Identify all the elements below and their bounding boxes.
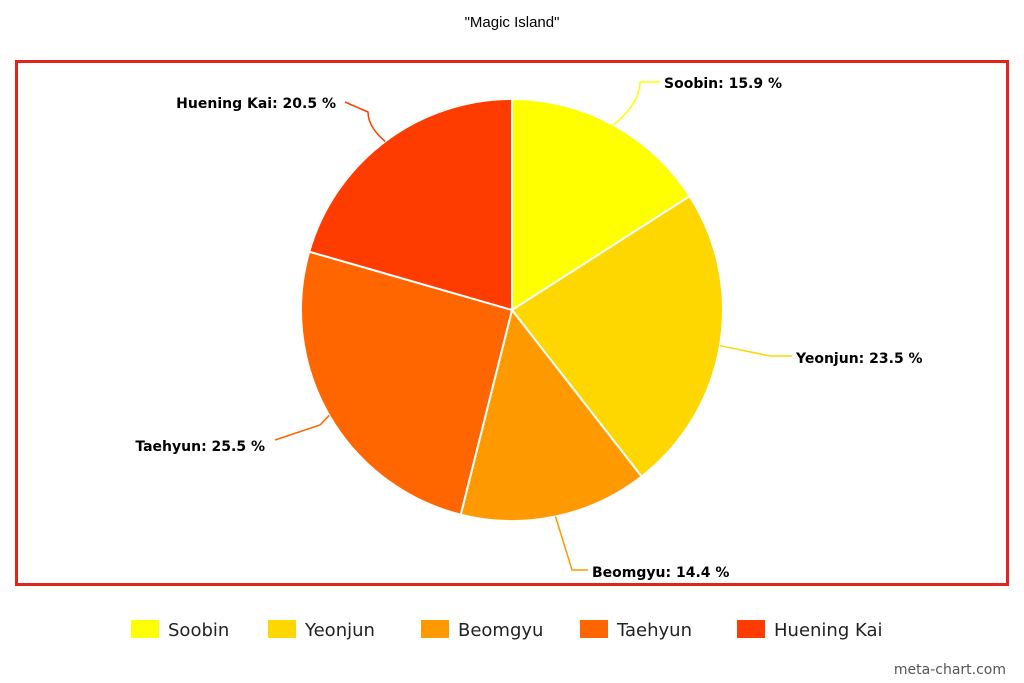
credit-text: meta-chart.com (894, 662, 1006, 678)
legend-swatch-soobin (131, 620, 159, 638)
legend-item-yeonjun: Yeonjun (268, 620, 375, 641)
legend-swatch-beomgyu (421, 620, 449, 638)
slice-label-soobin: Soobin: 15.9 % (664, 76, 782, 92)
legend-swatch-yeonjun (268, 620, 296, 638)
plot-frame (15, 60, 1009, 586)
leader-line-yeonjun (719, 344, 792, 357)
leader-line-huening-kai (344, 101, 386, 142)
legend-label-yeonjun: Yeonjun (304, 620, 375, 641)
legend-label-huening-kai: Huening Kai (774, 620, 883, 641)
leader-line-soobin (612, 81, 660, 126)
slice-label-huening-kai: Huening Kai: 20.5 % (176, 96, 336, 112)
leader-line-taehyun (274, 414, 330, 441)
pie-slices (300, 97, 724, 522)
leader-lines (274, 81, 792, 571)
legend-label-taehyun: Taehyun (616, 620, 692, 641)
chart-title: "Magic Island" (465, 14, 560, 31)
legend-swatch-taehyun (580, 620, 608, 638)
slice-yeonjun (510, 194, 724, 478)
slice-huening-kai (307, 97, 513, 312)
legend-item-huening-kai: Huening Kai (737, 620, 883, 641)
slice-beomgyu (459, 307, 643, 522)
legend-label-soobin: Soobin (168, 620, 229, 641)
legend-item-beomgyu: Beomgyu (421, 620, 543, 641)
legend-label-beomgyu: Beomgyu (458, 620, 543, 641)
legend-item-soobin: Soobin (131, 620, 229, 641)
slice-soobin (511, 97, 692, 312)
slice-label-beomgyu: Beomgyu: 14.4 % (592, 565, 729, 581)
legend-item-taehyun: Taehyun (580, 620, 692, 641)
slice-label-taehyun: Taehyun: 25.5 % (135, 439, 265, 455)
slice-labels: Soobin: 15.9 % Yeonjun: 23.5 % Beomgyu: 14… (135, 76, 922, 581)
slice-label-yeonjun: Yeonjun: 23.5 % (795, 351, 923, 367)
leader-line-beomgyu (554, 516, 588, 571)
legend: Soobin Yeonjun Beomgyu Taehyun Huening Kai (131, 620, 883, 641)
legend-swatch-huening-kai (737, 620, 765, 638)
